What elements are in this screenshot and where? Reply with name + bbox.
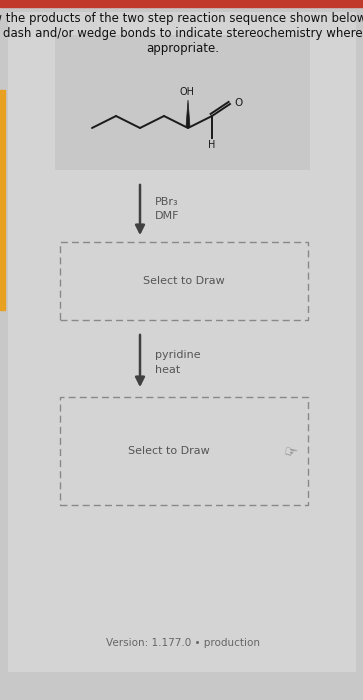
Text: ☞: ☞ [281,444,298,462]
Text: Draw the products of the two step reaction sequence shown below. Use
dash and/or: Draw the products of the two step reacti… [0,12,363,55]
Text: Version: 1.177.0 • production: Version: 1.177.0 • production [106,638,260,648]
Text: O: O [234,98,242,108]
Bar [0,0,363,7]
Polygon shape [186,100,190,127]
Bar [55,35,310,170]
Text: Select to Draw: Select to Draw [143,276,225,286]
Text: DMF: DMF [155,211,179,221]
Text: OH: OH [179,87,195,97]
Text: pyridine: pyridine [155,350,201,360]
Text: Select to Draw: Select to Draw [128,446,210,456]
Bar [0,90,5,310]
Text: H: H [208,140,216,150]
Text: heat: heat [155,365,180,375]
Text: PBr₃: PBr₃ [155,197,179,207]
